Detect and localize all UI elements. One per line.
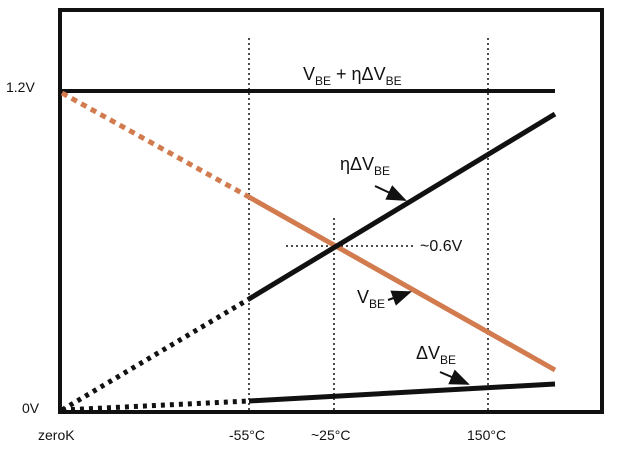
label-vbe: VBE [357,287,385,311]
series-dvbe-dotted [61,398,250,413]
y-tick-bottom: 0V [22,400,40,416]
x-tick-25: ~25°C [311,427,350,443]
label-eta-dvbe: ηΔVBE [340,154,390,178]
series-eta-dvbe-dotted [60,296,251,413]
series-vbe-solid [247,194,557,373]
label-dvbe: ΔVBE [416,343,456,367]
arrow-vbe [387,290,412,306]
x-tick-150: 150°C [467,427,506,443]
series-vbe-dotted [60,90,251,200]
x-tick-minus55: -55°C [229,427,265,443]
y-tick-top: 1.2V [6,79,35,95]
series-dvbe-solid [248,381,556,404]
arrow-eta-dvbe [374,185,407,201]
arrow-dvbe [439,369,470,385]
plot-frame [58,8,604,414]
series-eta-dvbe-solid [247,111,557,302]
label-sum: VBE + ηΔVBE [303,64,402,88]
crossing-label: ~0.6V [420,238,463,255]
x-tick-zerok: zeroK [38,427,75,443]
